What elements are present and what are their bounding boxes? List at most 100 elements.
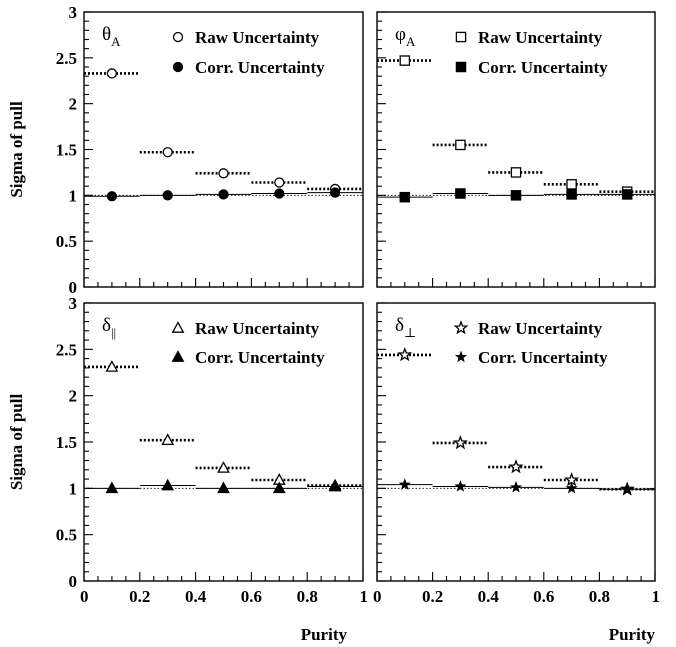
y-tick-label: 1 [69, 479, 78, 498]
data-point [217, 481, 230, 494]
legend-marker [455, 61, 467, 73]
data-point [218, 168, 229, 179]
data-point [274, 188, 285, 199]
data-point [274, 177, 285, 188]
legend-label: Raw Uncertainty [478, 28, 603, 47]
legend: Raw Uncertainty Corr. Uncertainty [455, 28, 608, 77]
panel-label-symbol: δ [395, 315, 404, 336]
data-point [621, 189, 633, 200]
y-tick-label: 1.5 [56, 433, 77, 452]
x-tick-label: 0.4 [478, 587, 500, 606]
legend-marker [172, 31, 184, 43]
legend-marker [454, 350, 468, 363]
data-point [510, 190, 522, 201]
legend-marker [455, 31, 467, 43]
data-point [399, 191, 411, 203]
plot-frame [83, 11, 364, 288]
legend-label: Corr. Uncertainty [478, 348, 608, 367]
data-point [106, 68, 118, 79]
data-point [218, 189, 229, 200]
data-point [566, 179, 577, 190]
x-tick-label: 0.4 [185, 587, 207, 606]
x-tick-label: 0.2 [422, 587, 443, 606]
x-axis-title-left: Purity [301, 625, 348, 644]
x-tick-label: 0.8 [589, 587, 610, 606]
panel-3: 0 0.2 0.4 0.6 0.8 1 0 0.5 1 1.5 2 2.5 3 Sigma of pull… [7, 294, 368, 606]
panel-label-subscript: || [111, 325, 116, 340]
legend-marker [171, 321, 185, 333]
x-tick-label: 0.6 [241, 587, 262, 606]
legend: Raw Uncertainty Corr. Uncertainty [171, 319, 325, 367]
x-tick-label: 0 [373, 587, 382, 606]
panel-label-symbol: θ [102, 24, 111, 45]
data-point [329, 187, 341, 198]
panel-label: φA [395, 24, 416, 49]
series-corr [377, 188, 655, 203]
x-tick-label: 1 [652, 587, 661, 606]
data-point [621, 482, 634, 495]
data-point [398, 478, 411, 490]
data-point [454, 480, 467, 492]
legend-label: Corr. Uncertainty [478, 58, 608, 77]
data-point [162, 147, 173, 158]
panel-label: θA [102, 24, 121, 49]
panel-label-subscript: A [111, 34, 121, 49]
plot-frame [83, 302, 364, 582]
data-point [455, 139, 466, 151]
data-point [566, 189, 577, 200]
y-tick-label: 2.5 [56, 340, 77, 359]
data-point [161, 478, 175, 491]
series-raw [377, 55, 655, 197]
y-axis-title: Sigma of pull [7, 101, 26, 198]
panel-label-symbol: δ [102, 315, 111, 336]
legend-marker [171, 350, 185, 362]
panel-label-subscript: A [406, 34, 416, 49]
panel-label-subscript: ⊥ [404, 325, 416, 340]
data-point [105, 360, 119, 372]
y-axis-title: Sigma of pull [7, 394, 26, 491]
series-raw [84, 360, 363, 491]
series-corr [84, 187, 363, 202]
series-raw [84, 68, 363, 195]
series-corr [377, 478, 655, 495]
data-point [397, 347, 413, 362]
panel-label: δ⊥ [395, 315, 416, 340]
data-point [161, 433, 175, 445]
legend-marker [172, 61, 184, 73]
x-tick-label: 0.2 [129, 587, 150, 606]
y-tick-label: 0.5 [56, 526, 77, 545]
series-corr [84, 478, 363, 494]
panel-4: 0 0.2 0.4 0.6 0.8 1 Purity δ⊥ Raw Uncertainty Cor… [373, 302, 661, 644]
y-tick-label: 0 [69, 572, 78, 591]
panel-label-symbol: φ [395, 24, 406, 45]
panel-1: 0 0.5 1 1.5 2 2.5 3 Sigma of pull θA Raw Uncertai… [7, 3, 364, 297]
y-tick-label: 1.5 [56, 141, 77, 160]
legend-label: Raw Uncertainty [195, 319, 320, 338]
x-tick-label: 0.8 [297, 587, 318, 606]
legend-label: Corr. Uncertainty [195, 58, 325, 77]
panel-label: δ|| [102, 315, 116, 340]
legend-label: Raw Uncertainty [478, 319, 603, 338]
panel-2: φA Raw Uncertainty Corr. Uncertainty [376, 11, 656, 288]
data-point [272, 481, 286, 494]
legend: Raw Uncertainty Corr. Uncertainty [453, 319, 608, 367]
legend-label: Corr. Uncertainty [195, 348, 325, 367]
data-point [452, 435, 468, 450]
y-tick-label: 0 [69, 278, 78, 297]
y-tick-label: 0.5 [56, 232, 77, 251]
data-point [217, 461, 230, 473]
data-point [508, 459, 524, 474]
data-point [455, 188, 466, 199]
data-point [399, 55, 411, 66]
series-raw [377, 347, 655, 496]
x-axis-title: Purity [609, 625, 656, 644]
legend-label: Raw Uncertainty [195, 28, 320, 47]
data-point [510, 167, 522, 178]
legend-marker [453, 320, 469, 335]
y-tick-label: 2 [69, 387, 78, 406]
y-tick-label: 1 [69, 186, 78, 205]
data-point [509, 481, 523, 493]
plot-frame [376, 302, 656, 582]
data-point [162, 190, 173, 201]
